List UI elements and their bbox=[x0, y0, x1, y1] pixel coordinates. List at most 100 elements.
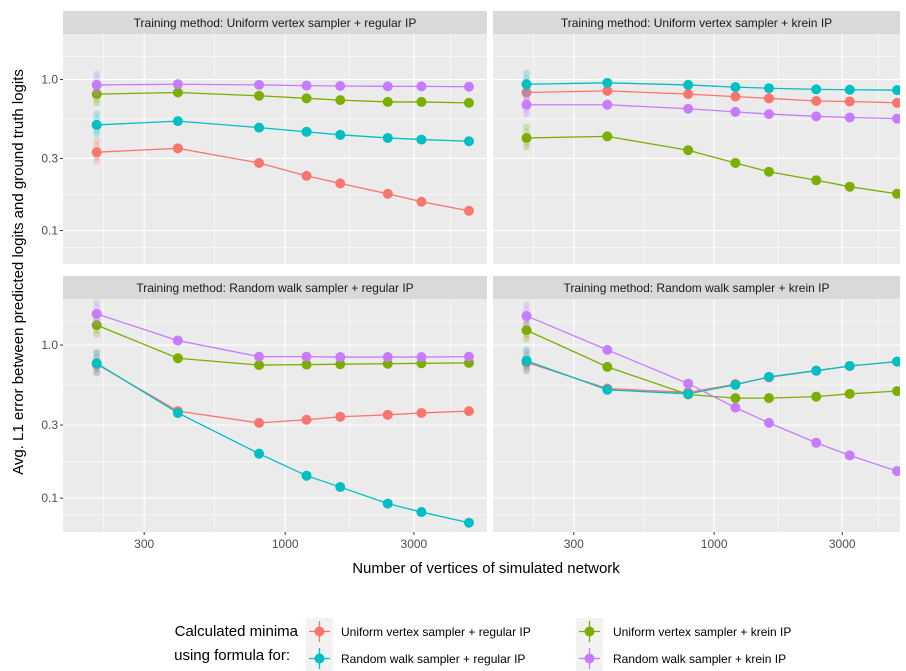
data-point bbox=[91, 119, 102, 130]
replicate-point bbox=[93, 130, 101, 138]
x-tick-label: 3000 bbox=[401, 537, 428, 551]
gridlines bbox=[63, 34, 487, 264]
replicate-point bbox=[523, 69, 531, 77]
legend-label: Random walk sampler + regular IP bbox=[341, 652, 525, 666]
data-point bbox=[91, 308, 102, 319]
panel-strip bbox=[493, 11, 900, 34]
data-point bbox=[892, 97, 900, 108]
y-tick-label: 0.1 bbox=[41, 491, 58, 505]
data-point bbox=[463, 81, 474, 92]
y-tick-label: 0.3 bbox=[41, 151, 58, 165]
data-point bbox=[172, 87, 183, 98]
data-point bbox=[382, 96, 393, 107]
data-point bbox=[254, 360, 265, 371]
replicate-point bbox=[523, 335, 531, 343]
replicate-point bbox=[523, 346, 531, 354]
data-point bbox=[254, 417, 265, 428]
series-group bbox=[521, 69, 900, 199]
x-tick-label: 1000 bbox=[701, 537, 728, 551]
replicate-point bbox=[523, 347, 531, 355]
series-line bbox=[526, 90, 898, 104]
data-point bbox=[763, 393, 774, 404]
series-line bbox=[526, 315, 898, 472]
data-point bbox=[521, 132, 532, 143]
series-line bbox=[96, 362, 470, 524]
data-point bbox=[602, 384, 613, 395]
data-point bbox=[763, 417, 774, 428]
y-tick-label: 1.0 bbox=[41, 338, 58, 352]
replicate-point bbox=[93, 157, 101, 165]
data-point bbox=[172, 143, 183, 154]
replicate-point bbox=[93, 70, 101, 78]
data-point bbox=[91, 79, 102, 90]
data-point bbox=[892, 85, 900, 96]
data-point bbox=[844, 388, 855, 399]
replicate-point bbox=[523, 89, 531, 97]
panel-title: Training method: Random walk sampler + k… bbox=[563, 281, 829, 295]
x-tick-label: 1000 bbox=[272, 537, 299, 551]
replicate-point bbox=[93, 348, 101, 356]
chart-panels: Training method: Uniform vertex sampler … bbox=[63, 11, 900, 532]
data-point bbox=[382, 188, 393, 199]
legend: Calculated minima using formula for: Uni… bbox=[174, 618, 791, 671]
data-point bbox=[683, 89, 694, 100]
series-line bbox=[526, 329, 898, 399]
y-tick-label: 0.3 bbox=[41, 418, 58, 432]
y-tick-label: 1.0 bbox=[41, 72, 58, 86]
x-axis-title: Number of vertices of simulated network bbox=[352, 560, 620, 577]
data-point bbox=[683, 103, 694, 114]
data-point bbox=[416, 81, 427, 92]
data-point bbox=[335, 482, 346, 493]
legend-item: Uniform vertex sampler + regular IP bbox=[306, 618, 531, 645]
data-point bbox=[416, 96, 427, 107]
chart-axes: 0.1 0.3 1.0 0.1 0.3 1.0 300 1000 3000 300 1000 3000 bbox=[41, 72, 856, 551]
data-point bbox=[892, 113, 900, 124]
data-point bbox=[763, 109, 774, 120]
data-point bbox=[463, 205, 474, 216]
series-line bbox=[526, 104, 898, 120]
data-point bbox=[301, 351, 312, 362]
data-point bbox=[683, 145, 694, 156]
data-point bbox=[811, 96, 822, 107]
data-point bbox=[301, 126, 312, 137]
data-point bbox=[301, 170, 312, 181]
legend-keys: Uniform vertex sampler + regular IP Unifo… bbox=[306, 618, 791, 671]
data-point bbox=[844, 360, 855, 371]
data-point bbox=[172, 353, 183, 364]
data-point bbox=[763, 371, 774, 382]
legend-item: Uniform vertex sampler + krein IP bbox=[576, 618, 791, 645]
data-point bbox=[683, 378, 694, 389]
y-tick-label: 0.1 bbox=[41, 223, 58, 237]
data-point bbox=[254, 157, 265, 168]
data-point bbox=[730, 91, 741, 102]
data-point bbox=[683, 79, 694, 90]
panel-title: Training method: Uniform vertex sampler … bbox=[134, 16, 417, 30]
data-point bbox=[602, 344, 613, 355]
data-point bbox=[463, 351, 474, 362]
replicate-point bbox=[523, 321, 531, 329]
series-line bbox=[526, 360, 898, 395]
data-point bbox=[172, 335, 183, 346]
data-point bbox=[254, 90, 265, 101]
legend-label: Uniform vertex sampler + regular IP bbox=[341, 625, 531, 639]
data-point bbox=[521, 355, 532, 366]
data-point bbox=[416, 352, 427, 363]
data-point bbox=[811, 111, 822, 122]
data-point bbox=[301, 470, 312, 481]
data-point bbox=[91, 89, 102, 100]
replicate-point bbox=[93, 299, 101, 307]
panel-1: Training method: Uniform vertex sampler … bbox=[63, 11, 487, 264]
panel-strip bbox=[63, 276, 487, 299]
data-point bbox=[730, 393, 741, 404]
legend-label: Random walk sampler + krein IP bbox=[613, 652, 786, 666]
data-point bbox=[382, 352, 393, 363]
data-point bbox=[172, 79, 183, 90]
data-point bbox=[254, 79, 265, 90]
data-point bbox=[844, 181, 855, 192]
data-point bbox=[335, 178, 346, 189]
replicate-point bbox=[93, 110, 101, 118]
data-point bbox=[301, 414, 312, 425]
data-point bbox=[602, 361, 613, 372]
panel-title: Training method: Random walk sampler + r… bbox=[136, 281, 413, 295]
series-group bbox=[91, 70, 474, 216]
